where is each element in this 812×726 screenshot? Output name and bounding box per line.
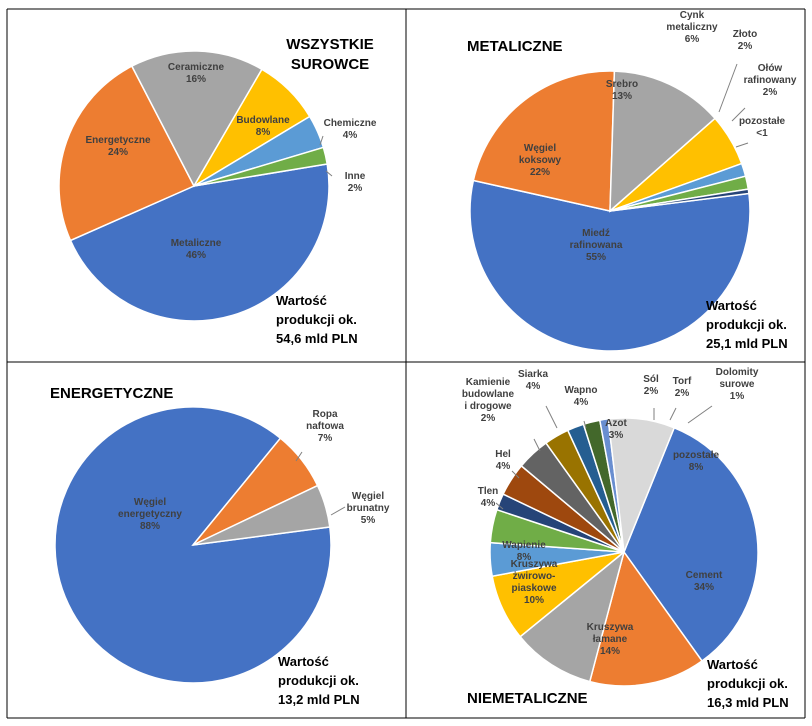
leader-line-3-12 bbox=[687, 405, 713, 424]
pie-chart-1: Miedź rafinowana 55% Węgiel koksowy 22% Srebro… bbox=[467, 10, 797, 352]
slice-label-3-13: pozostałe 8% bbox=[673, 450, 720, 473]
slice-label-0-3: Budowlane 8% bbox=[236, 115, 290, 138]
slice-label-1-4: Złoto 2% bbox=[733, 29, 757, 52]
slice-label-0-5: Inne 2% bbox=[345, 171, 366, 194]
slice-label-2-1: Ropa naftowa 7% bbox=[306, 409, 344, 444]
pie-chart-0: Metaliczne 46% Energetyczne 24% Ceramiczne 16… bbox=[58, 36, 377, 346]
leader-line-0-5 bbox=[325, 170, 333, 177]
pie-slice-1-1 bbox=[472, 70, 616, 212]
slice-label-3-5: Hel 4% bbox=[495, 449, 511, 472]
pie-chart-2: Węgiel energetyczny 88% Ropa naftowa 7% Węgiel… bbox=[50, 385, 390, 707]
slice-label-3-9: Azot 3% bbox=[605, 418, 627, 441]
leader-line-3-4 bbox=[495, 502, 504, 510]
slice-label-1-0: Miedź rafinowana 55% bbox=[570, 228, 623, 263]
leader-line-3-7 bbox=[545, 405, 558, 429]
leader-line-3-8 bbox=[583, 420, 587, 429]
pie-slice-0-2 bbox=[130, 50, 263, 188]
slice-label-2-0: Węgiel energetyczny 88% bbox=[118, 497, 182, 532]
leader-line-0-4 bbox=[319, 135, 324, 146]
production-note-2: Wartość produkcji ok. 13,2 mld PLN bbox=[278, 654, 360, 707]
pie-slice-3-13 bbox=[607, 417, 676, 553]
slice-label-3-8: Wapno 4% bbox=[565, 385, 598, 408]
leader-line-3-11 bbox=[669, 407, 677, 421]
pie-slice-3-2 bbox=[519, 549, 626, 683]
leader-line-2-1 bbox=[295, 451, 303, 462]
slice-label-1-2: Srebro 13% bbox=[606, 79, 638, 102]
chart-title-3: NIEMETALICZNE bbox=[467, 690, 588, 707]
chart-title-0: WSZYSTKIE SUROWCE bbox=[286, 36, 374, 73]
slice-label-3-7: Siarka 4% bbox=[518, 369, 548, 392]
slice-label-1-1: Węgiel koksowy 22% bbox=[519, 143, 562, 178]
slice-label-3-1: Kruszywa łamane 14% bbox=[587, 622, 634, 657]
slice-label-3-6: Kamienie budowlane i drogowe 2% bbox=[462, 377, 515, 424]
slice-label-1-3: Cynk metaliczny 6% bbox=[666, 10, 718, 45]
pie-slice-0-0 bbox=[69, 163, 330, 322]
production-note-0: Wartość produkcji ok. 54,6 mld PLN bbox=[276, 293, 358, 346]
pie-slice-1-2 bbox=[609, 70, 717, 213]
leader-line-1-4 bbox=[718, 63, 738, 113]
slice-label-3-0: Cement 34% bbox=[686, 570, 723, 593]
leader-line-2-2 bbox=[330, 506, 346, 516]
slice-label-1-6: pozostałe <1 bbox=[739, 116, 786, 139]
leader-line-3-5 bbox=[511, 470, 520, 479]
slice-label-3-12: Dolomity surowe 1% bbox=[716, 367, 759, 402]
slice-label-2-2: Węgiel brunatny 5% bbox=[347, 491, 390, 526]
slice-label-0-1: Energetyczne 24% bbox=[85, 135, 150, 158]
slice-label-0-2: Ceramiczne 16% bbox=[168, 62, 225, 85]
slice-label-3-10: Sól 2% bbox=[643, 374, 659, 397]
pie-chart-3: Cement 34% Kruszywa łamane 14% Kruszywa żwirow… bbox=[462, 367, 789, 710]
slice-label-3-2: Kruszywa żwirowo-piaskowe 10% bbox=[511, 559, 558, 606]
slice-label-3-3: Wapienie 8% bbox=[502, 540, 546, 563]
slice-label-0-4: Chemiczne 4% bbox=[324, 118, 377, 141]
pie-slice-2-2 bbox=[192, 484, 331, 546]
slice-label-3-11: Torf 2% bbox=[673, 376, 692, 399]
slice-label-3-4: Tlen 4% bbox=[478, 486, 499, 509]
pie-slice-1-6 bbox=[609, 188, 750, 212]
pie-slice-3-0 bbox=[623, 426, 759, 663]
leader-line-1-6 bbox=[735, 142, 749, 148]
pie-slice-3-1 bbox=[588, 550, 704, 687]
production-note-3: Wartość produkcji ok. 16,3 mld PLN bbox=[707, 657, 789, 710]
production-note-1: Wartość produkcji ok. 25,1 mld PLN bbox=[706, 298, 788, 351]
leader-line-1-5 bbox=[731, 107, 746, 122]
pie-slice-1-0 bbox=[469, 179, 751, 352]
leader-line-3-6 bbox=[533, 438, 541, 452]
pie-slice-0-5 bbox=[193, 146, 329, 187]
chart-title-1: METALICZNE bbox=[467, 38, 563, 55]
chart-title-2: ENERGETYCZNE bbox=[50, 385, 173, 402]
slice-label-0-0: Metaliczne 46% bbox=[171, 238, 222, 261]
slice-label-1-5: Ołów rafinowany 2% bbox=[744, 63, 797, 98]
pie-slice-0-1 bbox=[58, 65, 196, 242]
